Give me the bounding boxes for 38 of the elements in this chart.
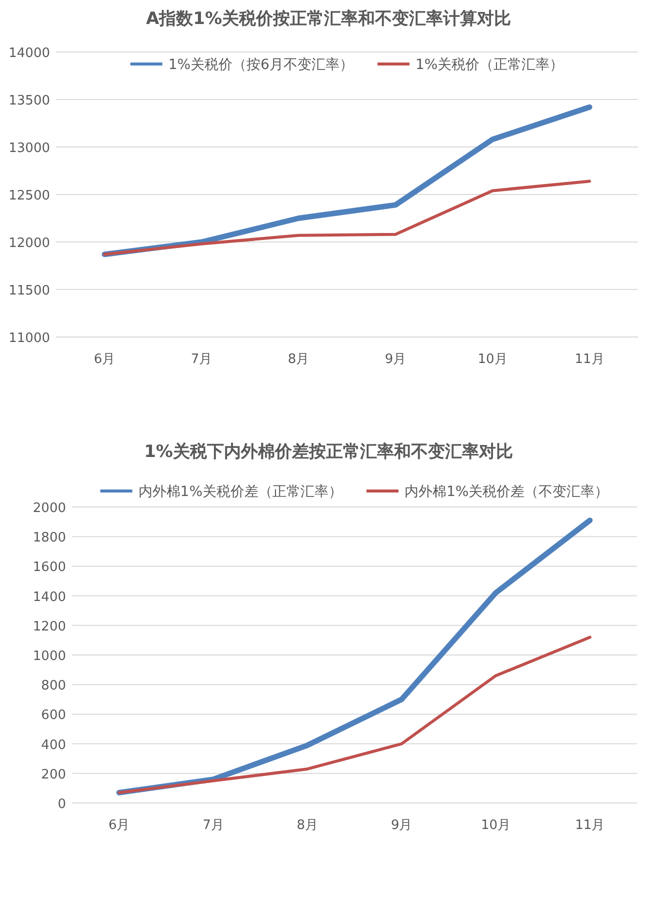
- y-tick-label: 1200: [32, 619, 66, 634]
- x-tick-label: 9月: [390, 818, 412, 833]
- x-tick-label: 11月: [575, 818, 605, 833]
- x-tick-label: 6月: [94, 352, 116, 367]
- x-tick-label: 9月: [384, 352, 406, 367]
- x-tick-label: 11月: [574, 352, 604, 367]
- x-tick-label: 8月: [296, 818, 318, 833]
- y-tick-label: 0: [58, 797, 66, 812]
- x-tick-label: 10月: [478, 352, 508, 367]
- legend-label: 内外棉1%关税价差（正常汇率）: [138, 484, 342, 500]
- y-tick-label: 1600: [32, 560, 66, 576]
- y-tick-label: 200: [41, 767, 66, 782]
- y-tick-label: 1400: [32, 590, 66, 605]
- y-tick-label: 12000: [8, 236, 50, 251]
- y-tick-label: 11500: [8, 284, 50, 298]
- y-tick-label: 600: [41, 708, 66, 724]
- chart-title: A指数1%关税价按正常汇率和不变汇率计算对比: [146, 9, 512, 29]
- line-series: [103, 180, 591, 256]
- y-tick-label: 800: [41, 678, 66, 694]
- chart-title: 1%关税下内外棉价差按正常汇率和不变汇率对比: [144, 442, 513, 462]
- x-tick-label: 6月: [108, 818, 130, 833]
- y-tick-label: 13000: [8, 141, 50, 156]
- x-tick-label: 7月: [190, 352, 212, 367]
- y-tick-label: 12500: [8, 188, 50, 204]
- y-tick-label: 14000: [8, 46, 50, 61]
- y-tick-label: 13500: [8, 94, 50, 108]
- y-tick-label: 400: [41, 738, 66, 753]
- x-tick-label: 8月: [288, 352, 310, 367]
- x-tick-label: 10月: [480, 818, 511, 833]
- line-series: [118, 636, 592, 794]
- legend-label: 1%关税价（正常汇率）: [415, 57, 564, 73]
- legend-label: 1%关税价（按6月不变汇率）: [168, 57, 354, 73]
- y-tick-label: 1800: [32, 530, 66, 546]
- x-tick-label: 7月: [202, 818, 224, 833]
- y-tick-label: 2000: [32, 501, 66, 516]
- legend-label: 内外棉1%关税价差（不变汇率）: [404, 484, 609, 500]
- y-tick-label: 1000: [32, 649, 66, 664]
- y-tick-label: 11000: [8, 331, 50, 346]
